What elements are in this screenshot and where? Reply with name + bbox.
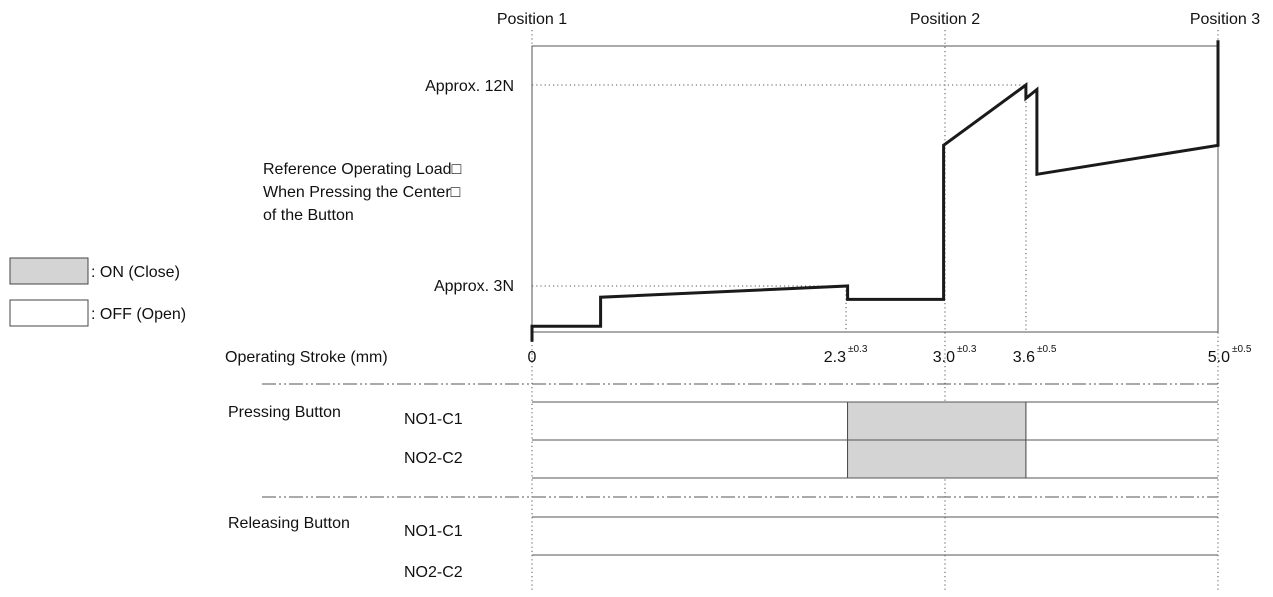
legend-on-label: : ON (Close) bbox=[91, 264, 180, 281]
tick-5-0-label: 5.0 bbox=[1208, 349, 1230, 366]
position-1-label: Position 1 bbox=[497, 11, 567, 28]
pressing-no2-c2-label: NO2-C2 bbox=[404, 450, 463, 467]
reference-load-line-3: of the Button bbox=[263, 207, 354, 224]
position-2-label: Position 2 bbox=[910, 11, 980, 28]
reference-load-line-2: When Pressing the Center□ bbox=[263, 184, 461, 201]
approx-12n-label: Approx. 12N bbox=[425, 78, 514, 95]
pressing-no1-c1-label: NO1-C1 bbox=[404, 411, 463, 428]
tick-5-0-tolerance: ±0.5 bbox=[1232, 344, 1252, 355]
tick-3-6-label: 3.6 bbox=[1013, 349, 1035, 366]
load-chart-frame bbox=[531, 45, 1219, 333]
legend-off-label: : OFF (Open) bbox=[91, 306, 186, 323]
pressing-no2-c2-on-region bbox=[847, 439, 1027, 479]
pressing-no1-c1-on-region bbox=[847, 401, 1027, 441]
releasing-no1-c1-label: NO1-C1 bbox=[404, 523, 463, 540]
reference-load-line-1: Reference Operating Load□ bbox=[263, 161, 462, 178]
pressing-button-title: Pressing Button bbox=[228, 404, 341, 421]
stroke-axis-title: Operating Stroke (mm) bbox=[225, 349, 388, 366]
tick-3-0-label: 3.0 bbox=[933, 349, 955, 366]
tick-0-label: 0 bbox=[528, 349, 537, 366]
tick-3-0-tolerance: ±0.3 bbox=[957, 344, 977, 355]
tick-3-6-tolerance: ±0.5 bbox=[1037, 344, 1057, 355]
legend-off-swatch bbox=[9, 299, 89, 327]
operating-load-curve bbox=[530, 40, 1220, 342]
position-3-label: Position 3 bbox=[1190, 11, 1260, 28]
approx-3n-label: Approx. 3N bbox=[434, 278, 514, 295]
tick-2-3-tolerance: ±0.3 bbox=[848, 344, 868, 355]
legend-on-swatch bbox=[9, 257, 89, 285]
releasing-no2-c2-label: NO2-C2 bbox=[404, 564, 463, 581]
tick-2-3-label: 2.3 bbox=[824, 349, 846, 366]
releasing-button-title: Releasing Button bbox=[228, 515, 350, 532]
